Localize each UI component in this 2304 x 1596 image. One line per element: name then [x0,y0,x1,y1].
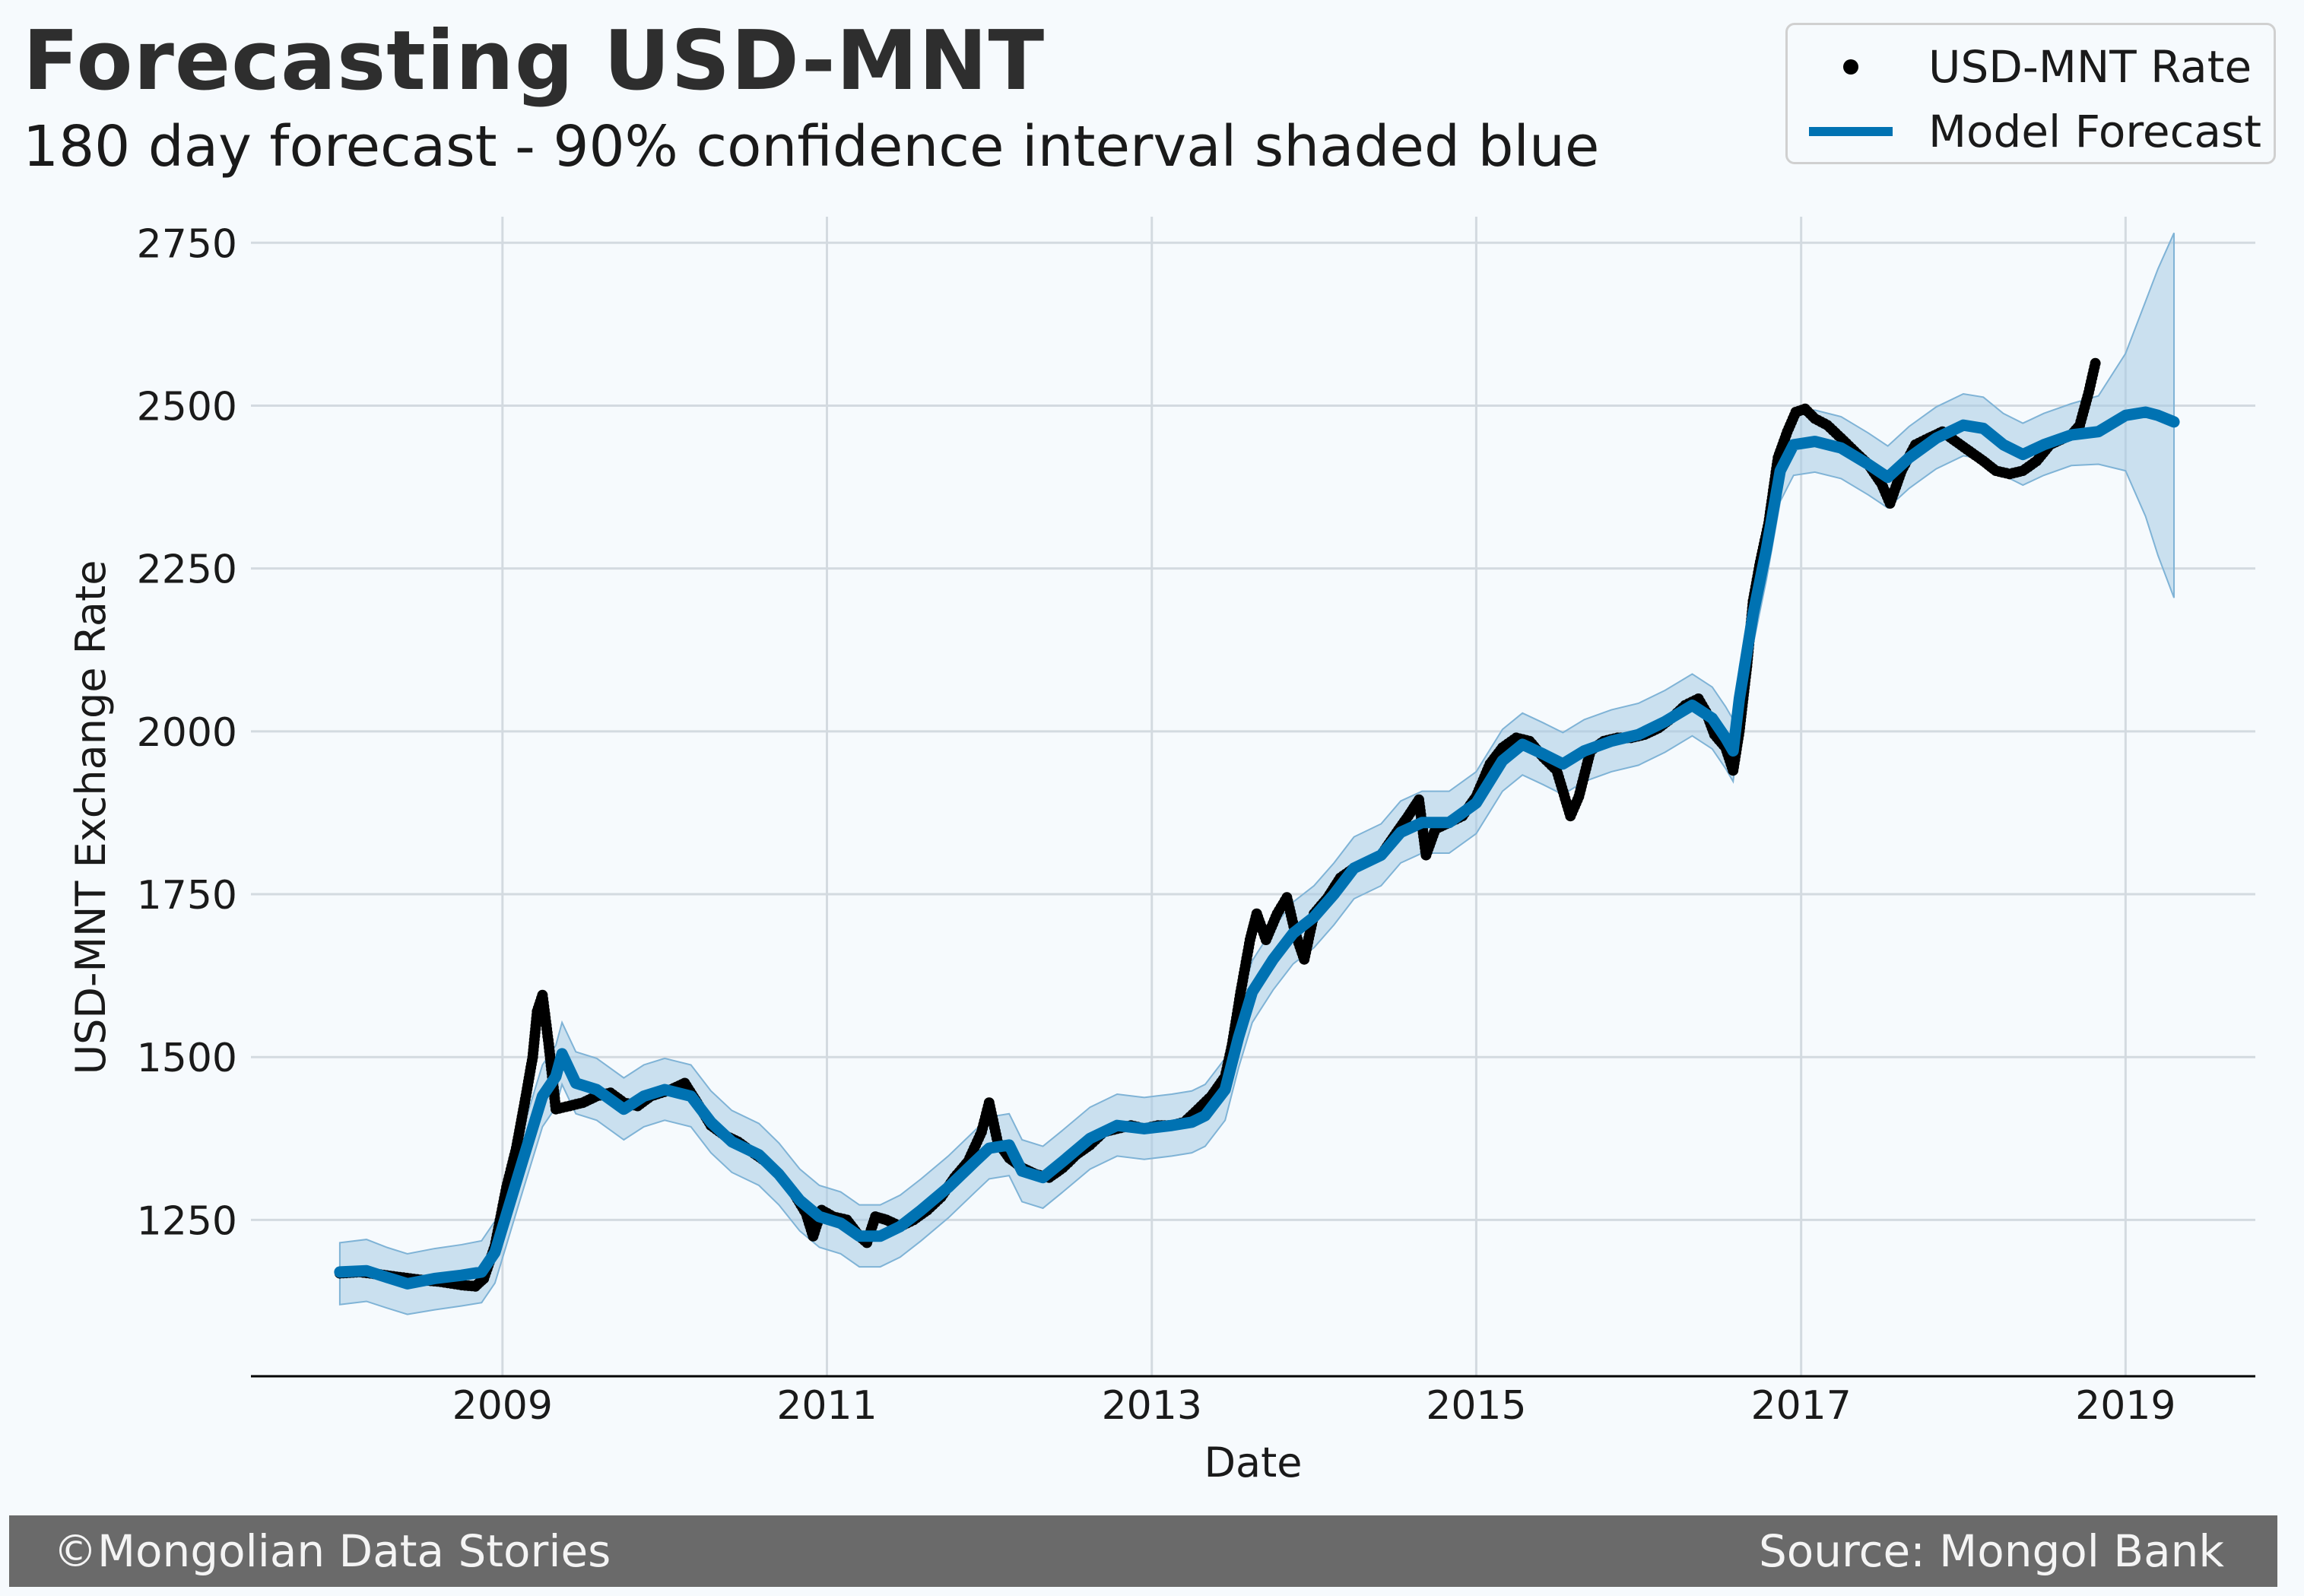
x-tick-label: 2013 [1102,1383,1202,1429]
legend-label-rate: USD-MNT Rate [1928,41,2252,93]
legend-item-rate: USD-MNT Rate [1788,36,2274,97]
x-tick-label: 2009 [452,1383,553,1429]
grid-layer [251,217,2255,1376]
forecast-line-layer [334,406,2180,1290]
confidence-interval-band [338,233,2175,1315]
tick-label-layer: 1250 1500 1750 2000 2250 2500 2750 2009 2011 2013… [137,221,2176,1429]
y-tick-label: 2750 [137,221,237,267]
actual-rate-points [334,357,2101,1292]
chart-title: Forecasting USD-MNT [23,14,1046,109]
y-tick-label: 1250 [137,1198,237,1244]
y-tick-label: 2250 [137,547,237,593]
legend-label-forecast: Model Forecast [1928,106,2262,157]
y-tick-label: 2500 [137,384,237,430]
rate-point [2090,357,2101,369]
chart-subtitle: 180 day forecast - 90% confidence interv… [23,114,1600,179]
footer-credit: ©Mongolian Data Stories [53,1525,611,1577]
legend-line-marker [1809,127,1893,136]
x-tick-label: 2019 [2075,1383,2175,1429]
x-axis-label: Date [1204,1439,1302,1487]
x-tick-label: 2015 [1426,1383,1526,1429]
x-tick-label: 2017 [1750,1383,1851,1429]
legend-item-forecast: Model Forecast [1788,101,2274,162]
legend-dot-marker [1843,59,1858,75]
y-tick-label: 1500 [137,1036,237,1081]
footer-bar: ©Mongolian Data Stories Source: Mongol B… [9,1515,2277,1587]
y-axis-label: USD-MNT Exchange Rate [67,560,115,1075]
chart-plot: 1250 1500 1750 2000 2250 2500 2750 2009 2011 2013… [67,217,2255,1487]
forecast-line [334,406,2180,1290]
x-tick-label: 2011 [776,1383,877,1429]
y-tick-label: 1750 [137,873,237,919]
confidence-band-layer [338,233,2175,1315]
y-tick-label: 2000 [137,710,237,756]
footer-source: Source: Mongol Bank [1758,1525,2224,1577]
legend: USD-MNT Rate Model Forecast [1785,23,2276,164]
